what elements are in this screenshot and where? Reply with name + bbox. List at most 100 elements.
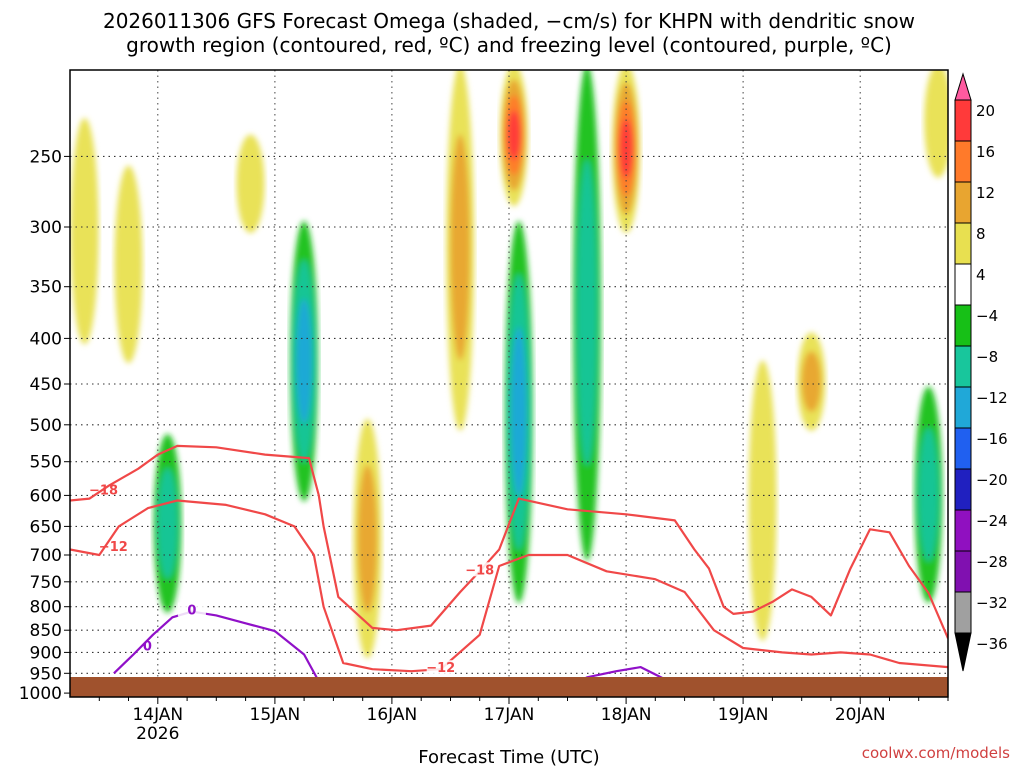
omega-feature-10 — [153, 434, 182, 613]
colorbar-tick-label: 8 — [976, 225, 986, 243]
colorbar-box — [954, 181, 972, 224]
dgz-contour-label-bg — [465, 562, 494, 577]
omega-feature-11 — [290, 221, 319, 502]
omega-blob — [924, 70, 948, 178]
colorbar-top-arrow — [954, 72, 972, 101]
freezing-contour-label-bg — [177, 602, 206, 617]
dgz-contour-label-1: −12 — [426, 661, 455, 676]
y-tick-label: 550 — [30, 453, 62, 473]
y-tick-label: 700 — [30, 546, 62, 566]
colorbar-box — [954, 427, 972, 470]
colorbar-box — [954, 468, 972, 511]
omega-blob — [157, 468, 178, 579]
chart-title-line-2: growth region (contoured, red, ºC) and f… — [126, 33, 892, 57]
colorbar-tick-label: −8 — [976, 348, 998, 366]
x-tick-year-label: 2026 — [136, 724, 179, 744]
y-tick-label: 500 — [30, 416, 62, 436]
omega-feature-12 — [504, 221, 533, 603]
colorbar-tick-label: −28 — [976, 553, 1008, 571]
colorbar-tick-label: 20 — [976, 102, 995, 120]
dgz-contour-line-0 — [70, 444, 948, 639]
omega-blob — [918, 428, 939, 562]
y-tick-label: 450 — [30, 375, 62, 395]
y-axis: 2503003504004505005506006507007508008509… — [19, 147, 70, 704]
colorbar-tick-label: 4 — [976, 266, 986, 284]
y-tick-label: 800 — [30, 598, 62, 618]
omega-blob — [748, 360, 777, 641]
colorbar-box — [954, 591, 972, 634]
omega-feature-9 — [924, 70, 948, 178]
y-tick-label: 950 — [30, 664, 62, 684]
omega-feature-1 — [114, 165, 143, 364]
credit-text: coolwx.com/models — [862, 744, 1010, 762]
omega-blob — [577, 159, 597, 466]
terrain-ground — [70, 677, 948, 697]
omega-blob — [236, 134, 265, 233]
colorbar-box — [954, 99, 972, 142]
omega-feature-8 — [797, 332, 826, 431]
x-tick-label: 19JAN — [718, 705, 769, 725]
y-tick-label: 600 — [30, 486, 62, 506]
omega-blob — [801, 351, 822, 412]
colorbar-tick-label: −20 — [976, 471, 1008, 489]
colorbar-box — [954, 509, 972, 552]
x-tick-label: 17JAN — [484, 705, 535, 725]
y-tick-label: 400 — [30, 329, 62, 349]
colorbar-box — [954, 550, 972, 593]
x-tick-label: 18JAN — [601, 705, 652, 725]
colorbar-tick-label: −24 — [976, 512, 1008, 530]
dgz-contour-label-0: −18 — [465, 563, 494, 578]
colorbar-box — [954, 263, 972, 306]
omega-feature-7 — [748, 360, 777, 641]
colorbar-tick-label: 16 — [976, 143, 995, 161]
x-tick-label: 15JAN — [250, 705, 301, 725]
chart-title-line-1: 2026011306 GFS Forecast Omega (shaded, −… — [103, 9, 915, 33]
omega-feature-2 — [236, 134, 265, 233]
y-tick-label: 250 — [30, 147, 62, 167]
y-tick-label: 650 — [30, 517, 62, 537]
colorbar-box — [954, 345, 972, 388]
y-tick-label: 850 — [30, 621, 62, 641]
colorbar-tick-label: −36 — [976, 635, 1008, 653]
y-tick-label: 900 — [30, 643, 62, 663]
omega-feature-4 — [446, 70, 475, 431]
x-axis-label: Forecast Time (UTC) — [418, 747, 599, 768]
omega-blob — [296, 298, 312, 424]
omega-blob — [507, 110, 521, 160]
omega-feature-14 — [914, 386, 943, 603]
colorbar-tick-label: −32 — [976, 594, 1008, 612]
omega-shading — [70, 70, 948, 659]
omega-blob — [510, 327, 527, 497]
x-tick-label: 20JAN — [835, 705, 886, 725]
x-tick-label: 14JAN — [132, 705, 183, 725]
colorbar-box — [954, 140, 972, 183]
omega-feature-5 — [499, 70, 528, 207]
freezing-contour-label-0: 0 — [187, 604, 196, 619]
omega-feature-0 — [70, 118, 99, 345]
omega-blob — [357, 464, 378, 613]
y-tick-label: 750 — [30, 573, 62, 593]
y-tick-label: 350 — [30, 278, 62, 298]
y-tick-label: 300 — [30, 218, 62, 238]
freezing-contour-label-start-0: 0 — [143, 640, 152, 655]
colorbar-tick-label: −16 — [976, 430, 1008, 448]
dgz-contour-label-start-1: −12 — [99, 540, 128, 555]
colorbar-box — [954, 222, 972, 265]
y-tick-label: 1000 — [19, 684, 62, 704]
dgz-contour-label-bg — [426, 660, 455, 675]
dgz-contour-line-1 — [70, 499, 948, 673]
colorbar-box — [954, 304, 972, 347]
omega-blob — [70, 118, 99, 345]
colorbar-tick-label: −12 — [976, 389, 1008, 407]
colorbar-box — [954, 386, 972, 429]
dgz-contour-label-start-0: −18 — [89, 484, 118, 499]
colorbar-tick-label: 12 — [976, 184, 995, 202]
omega-feature-13 — [573, 70, 601, 561]
omega-blob — [450, 134, 471, 361]
omega-blob — [114, 165, 143, 364]
x-tick-label: 16JAN — [367, 705, 418, 725]
colorbar-tick-label: −4 — [976, 307, 998, 325]
omega-feature-3 — [353, 418, 382, 659]
